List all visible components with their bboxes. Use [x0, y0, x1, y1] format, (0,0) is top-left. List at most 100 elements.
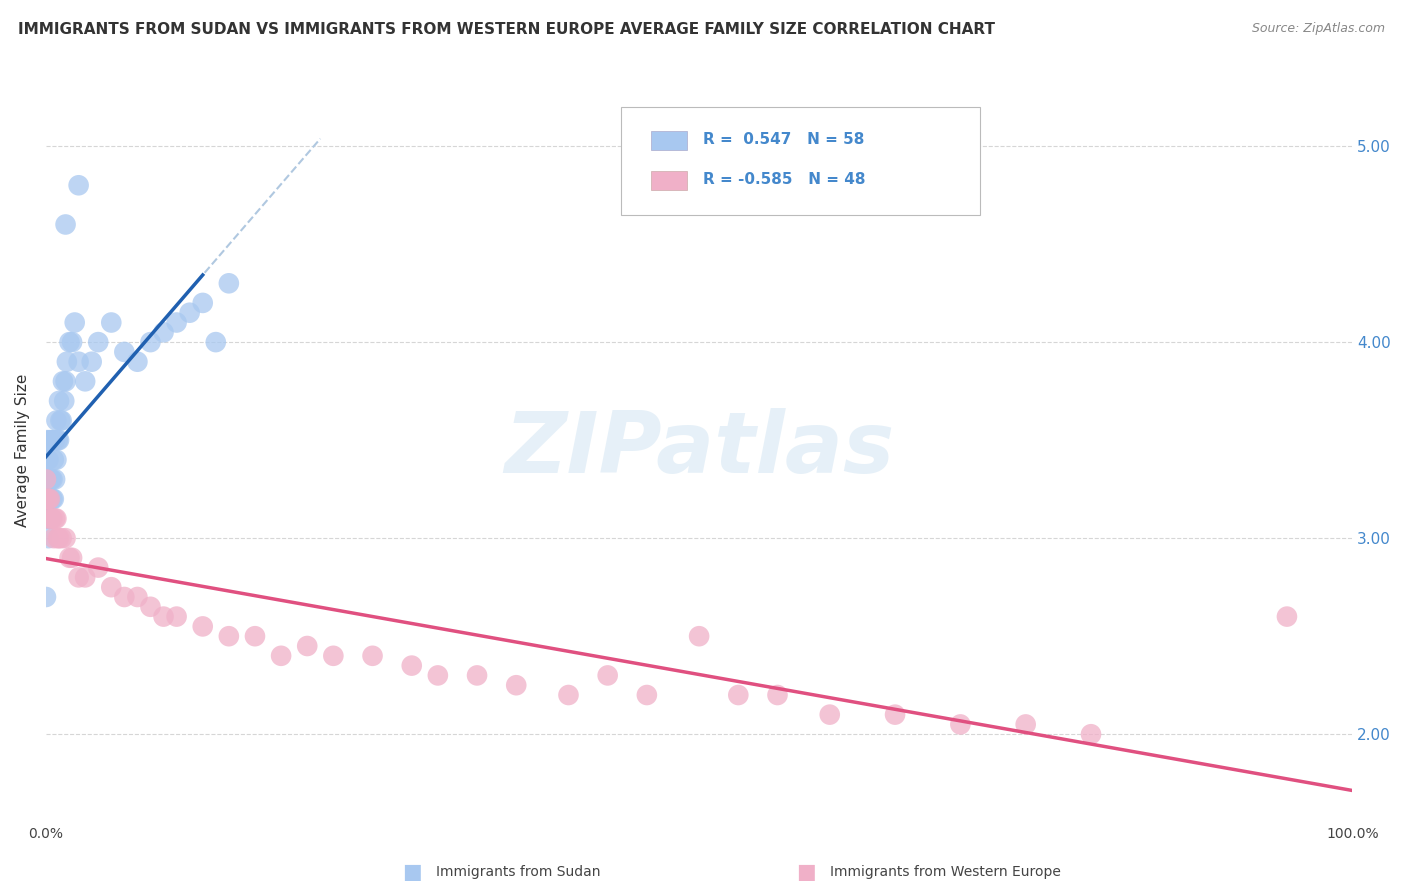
FancyBboxPatch shape: [651, 131, 688, 150]
Point: [727, 688, 749, 702]
Point: [38, 472, 60, 486]
Point: [39, 511, 62, 525]
Point: [127, 355, 149, 369]
Point: [1015, 717, 1038, 731]
Point: [35, 511, 58, 525]
Point: [505, 678, 527, 692]
Point: [41, 433, 63, 447]
Point: [38, 491, 60, 506]
Point: [39, 433, 62, 447]
Point: [37, 511, 59, 525]
Point: [112, 345, 135, 359]
Point: [1275, 609, 1298, 624]
Point: [39, 511, 62, 525]
Point: [127, 590, 149, 604]
Point: [58, 335, 80, 350]
Point: [55, 531, 77, 545]
Text: ■: ■: [402, 863, 422, 882]
Point: [112, 590, 135, 604]
Point: [38, 472, 60, 486]
Text: ZIPatlas: ZIPatlas: [503, 409, 894, 491]
Point: [139, 599, 162, 614]
Point: [1080, 727, 1102, 741]
Point: [218, 277, 240, 291]
Point: [75, 570, 97, 584]
Point: [42, 452, 65, 467]
Point: [35, 590, 58, 604]
Point: [38, 452, 60, 467]
Point: [42, 491, 65, 506]
Point: [218, 629, 240, 643]
Point: [38, 491, 60, 506]
Point: [361, 648, 384, 663]
Point: [41, 511, 63, 525]
Point: [35, 491, 58, 506]
Point: [58, 550, 80, 565]
Point: [48, 433, 70, 447]
Point: [38, 531, 60, 545]
Point: [139, 335, 162, 350]
Point: [37, 491, 59, 506]
Point: [42, 531, 65, 545]
Point: [41, 472, 63, 486]
Point: [37, 472, 59, 486]
Point: [80, 355, 103, 369]
Point: [38, 491, 60, 506]
Point: [46, 433, 69, 447]
Point: [63, 316, 86, 330]
Point: [166, 609, 188, 624]
Point: [44, 511, 66, 525]
Point: [297, 639, 319, 653]
Point: [636, 688, 658, 702]
Point: [152, 609, 174, 624]
Y-axis label: Average Family Size: Average Family Size: [15, 373, 30, 526]
Text: Source: ZipAtlas.com: Source: ZipAtlas.com: [1251, 22, 1385, 36]
Point: [51, 531, 73, 545]
Point: [48, 531, 70, 545]
Point: [49, 413, 72, 427]
Point: [37, 511, 59, 525]
Point: [67, 355, 90, 369]
Point: [87, 335, 110, 350]
Point: [204, 335, 226, 350]
Text: R =  0.547   N = 58: R = 0.547 N = 58: [703, 132, 865, 147]
Point: [557, 688, 579, 702]
Point: [53, 393, 76, 408]
Point: [38, 433, 60, 447]
Point: [191, 296, 214, 310]
Point: [191, 619, 214, 633]
Point: [45, 452, 67, 467]
Point: [45, 413, 67, 427]
Point: [38, 491, 60, 506]
Point: [55, 374, 77, 388]
Point: [38, 511, 60, 525]
Text: ■: ■: [796, 863, 815, 882]
Point: [44, 472, 66, 486]
Point: [35, 491, 58, 506]
Point: [166, 316, 188, 330]
Point: [884, 707, 907, 722]
Point: [401, 658, 423, 673]
Point: [87, 560, 110, 574]
FancyBboxPatch shape: [651, 171, 688, 190]
Point: [35, 452, 58, 467]
Point: [38, 511, 60, 525]
Point: [100, 316, 122, 330]
Point: [55, 218, 77, 232]
Point: [75, 374, 97, 388]
Point: [949, 717, 972, 731]
Point: [48, 393, 70, 408]
Text: R = -0.585   N = 48: R = -0.585 N = 48: [703, 172, 866, 187]
Point: [35, 472, 58, 486]
Text: Immigrants from Western Europe: Immigrants from Western Europe: [830, 865, 1060, 880]
Point: [60, 550, 83, 565]
Point: [596, 668, 619, 682]
Point: [465, 668, 488, 682]
Point: [100, 580, 122, 594]
Point: [35, 491, 58, 506]
FancyBboxPatch shape: [620, 107, 980, 215]
Point: [67, 570, 90, 584]
Point: [270, 648, 292, 663]
Point: [44, 433, 66, 447]
Point: [179, 306, 201, 320]
